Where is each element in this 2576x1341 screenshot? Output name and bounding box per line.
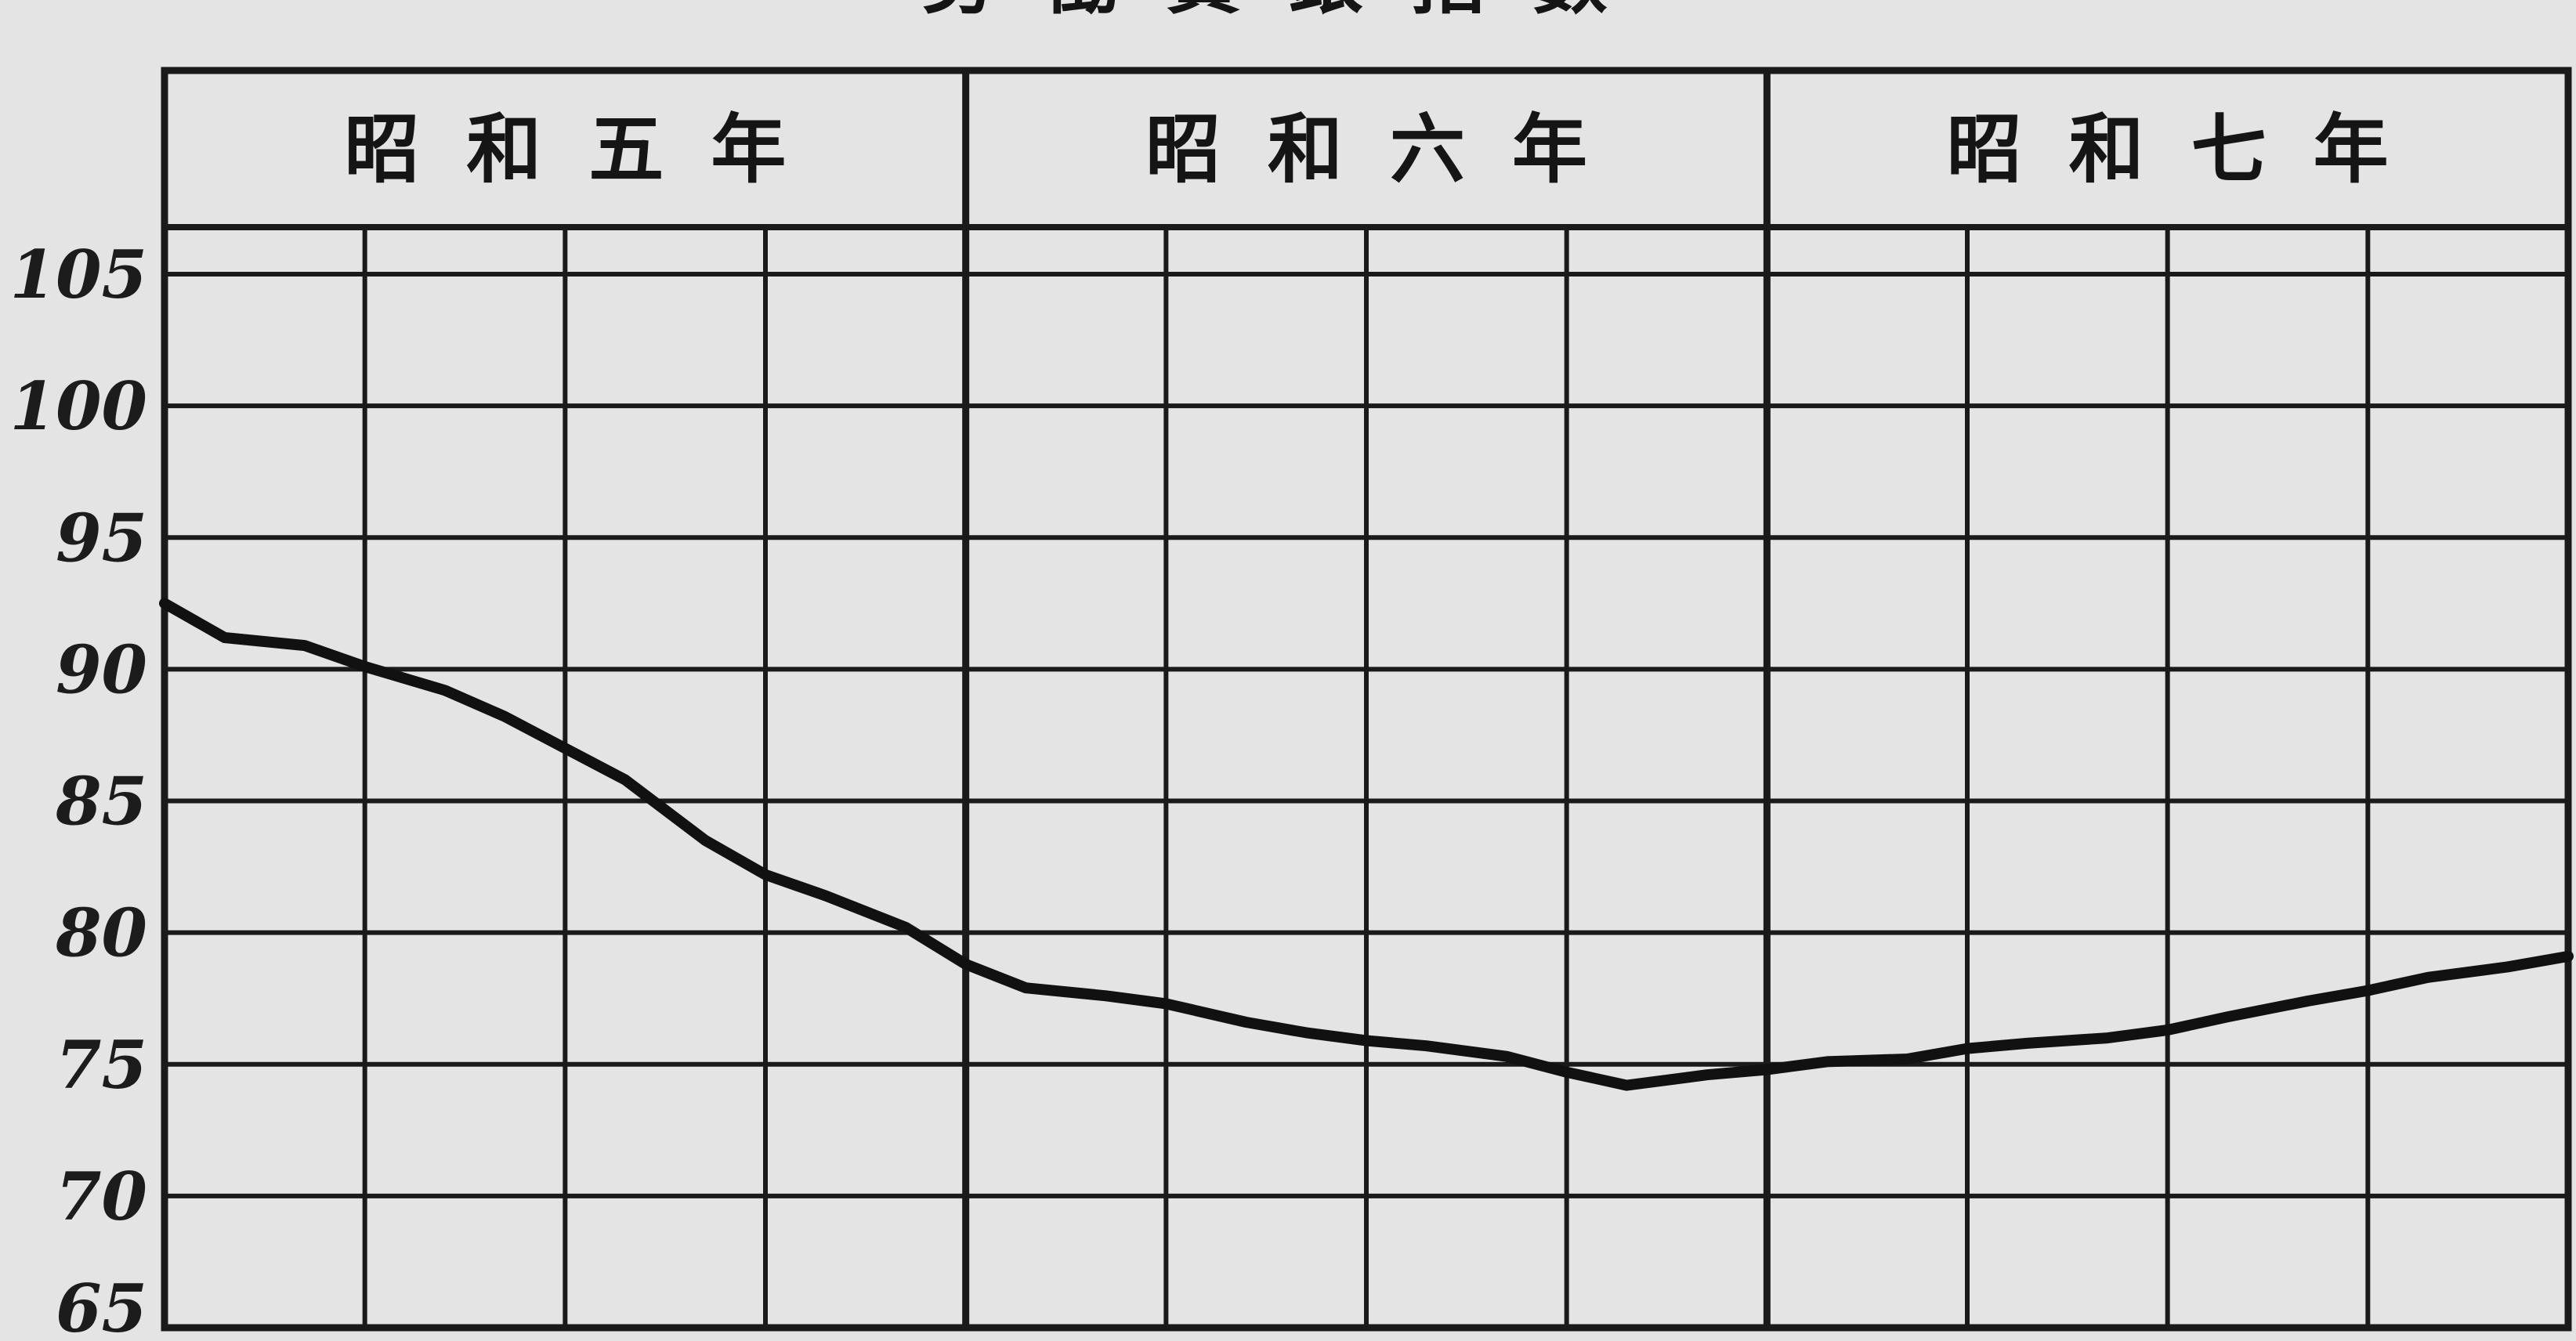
chart-title: 勞働賃銀指數 xyxy=(921,0,1655,24)
y-axis-ticks: 105 100 95 90 85 80 75 70 65 xyxy=(10,236,147,1341)
y-tick-label: 70 xyxy=(56,1158,147,1235)
y-tick-label: 95 xyxy=(56,499,147,577)
y-tick-label: 80 xyxy=(55,895,147,972)
y-tick-label: 75 xyxy=(56,1026,147,1104)
y-tick-label: 100 xyxy=(10,367,147,445)
y-tick-label: 65 xyxy=(56,1270,147,1341)
period-header: 昭和五年 昭和六年 昭和七年 xyxy=(344,105,2436,193)
series-line xyxy=(159,598,2574,1091)
y-tick-label: 90 xyxy=(56,631,147,708)
period-label: 昭和五年 xyxy=(344,105,833,193)
y-tick-label: 85 xyxy=(55,763,147,840)
series-layer xyxy=(159,598,2574,1091)
period-label: 昭和七年 xyxy=(1947,105,2436,193)
chart-title-layer: 勞働賃銀指數 xyxy=(921,0,1655,24)
period-label: 昭和六年 xyxy=(1145,105,1634,193)
grid xyxy=(161,67,2572,1332)
y-tick-label: 105 xyxy=(10,236,147,313)
